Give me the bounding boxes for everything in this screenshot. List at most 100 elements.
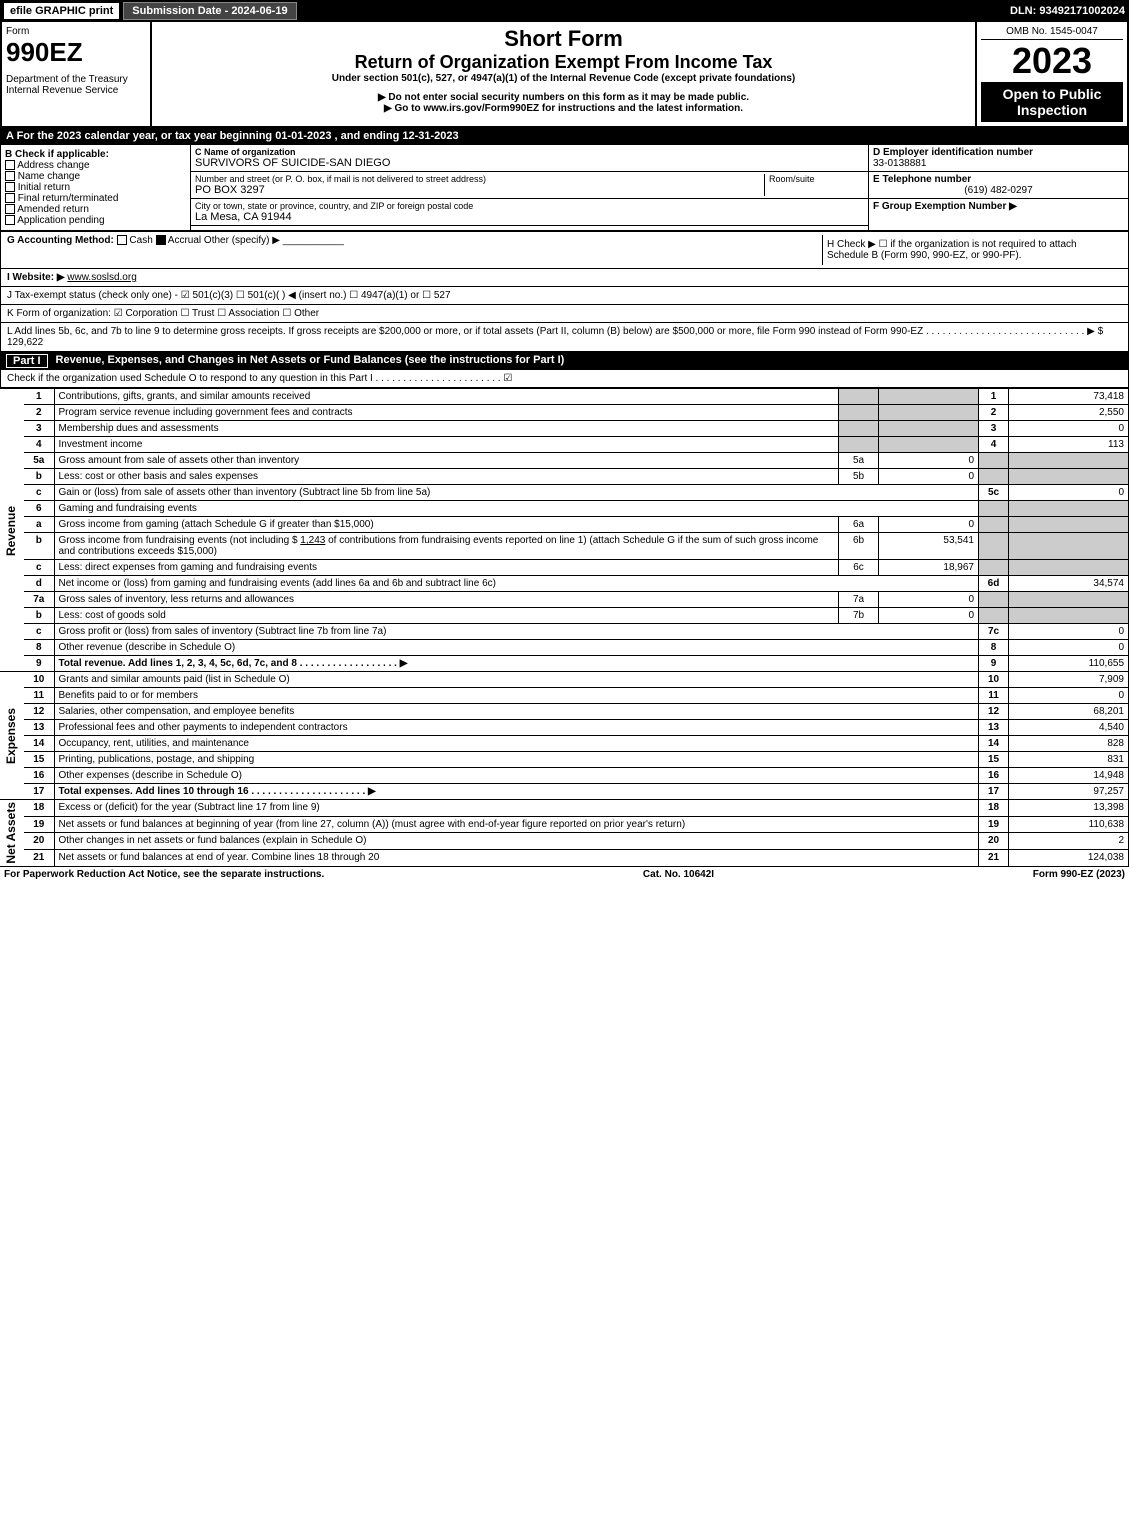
line-17-amt: 97,257 bbox=[1009, 784, 1129, 800]
checkbox-pending[interactable] bbox=[5, 215, 15, 225]
line-13-ref: 13 bbox=[979, 720, 1009, 736]
website-url[interactable]: www.soslsd.org bbox=[67, 272, 136, 283]
line-2-text: Program service revenue including govern… bbox=[54, 405, 839, 421]
under-section: Under section 501(c), 527, or 4947(a)(1)… bbox=[156, 73, 971, 84]
top-bar: efile GRAPHIC print Submission Date - 20… bbox=[0, 0, 1129, 22]
efile-print[interactable]: efile GRAPHIC print bbox=[4, 3, 119, 19]
line-5a-text: Gross amount from sale of assets other t… bbox=[54, 453, 839, 469]
page-footer: For Paperwork Reduction Act Notice, see … bbox=[0, 867, 1129, 882]
line-19-amt: 110,638 bbox=[1009, 816, 1129, 833]
form-header: Form 990EZ Department of the Treasury In… bbox=[0, 22, 1129, 128]
line-21-text: Net assets or fund balances at end of ye… bbox=[54, 849, 979, 866]
line-3-text: Membership dues and assessments bbox=[54, 421, 839, 437]
short-form-title: Short Form bbox=[156, 26, 971, 52]
checkbox-final[interactable] bbox=[5, 193, 15, 203]
line-13-text: Professional fees and other payments to … bbox=[54, 720, 979, 736]
form-organization: K Form of organization: ☑ Corporation ☐ … bbox=[0, 305, 1129, 323]
line-13-amt: 4,540 bbox=[1009, 720, 1129, 736]
line-3-amt: 0 bbox=[1009, 421, 1129, 437]
line-6b-t1: Gross income from fundraising events (no… bbox=[59, 535, 298, 546]
submission-date: Submission Date - 2024-06-19 bbox=[123, 2, 296, 20]
line-2-ref: 2 bbox=[979, 405, 1009, 421]
line-14-amt: 828 bbox=[1009, 736, 1129, 752]
line-5c-text: Gain or (loss) from sale of assets other… bbox=[54, 485, 979, 501]
checkbox-amended[interactable] bbox=[5, 204, 15, 214]
section-h: H Check ▶ ☐ if the organization is not r… bbox=[822, 235, 1122, 265]
line-5b-val: 0 bbox=[879, 469, 979, 485]
line-4-amt: 113 bbox=[1009, 437, 1129, 453]
line-20-text: Other changes in net assets or fund bala… bbox=[54, 833, 979, 850]
goto-note: ▶ Go to www.irs.gov/Form990EZ for instru… bbox=[156, 103, 971, 114]
line-5b-text: Less: cost or other basis and sales expe… bbox=[54, 469, 839, 485]
accounting-label: G Accounting Method: bbox=[7, 235, 114, 246]
line-6b-sub: 6b bbox=[839, 533, 879, 560]
line-7b-text: Less: cost of goods sold bbox=[54, 608, 839, 624]
checkbox-initial[interactable] bbox=[5, 182, 15, 192]
line-6-text: Gaming and fundraising events bbox=[54, 501, 979, 517]
line-1-amt: 73,418 bbox=[1009, 389, 1129, 405]
c-name-label: C Name of organization bbox=[195, 147, 864, 157]
accrual-label: Accrual bbox=[168, 235, 201, 246]
tax-year: 2023 bbox=[981, 40, 1123, 82]
other-label: Other (specify) ▶ bbox=[204, 235, 280, 246]
revenue-vert: Revenue bbox=[0, 389, 24, 672]
cb-pending-label: Application pending bbox=[17, 215, 104, 226]
section-b-title: B Check if applicable: bbox=[5, 149, 186, 160]
line-11-amt: 0 bbox=[1009, 688, 1129, 704]
dln: DLN: 93492171002024 bbox=[1010, 5, 1125, 17]
line-9-text: Total revenue. Add lines 1, 2, 3, 4, 5c,… bbox=[59, 658, 408, 669]
expenses-vert: Expenses bbox=[0, 672, 24, 800]
line-20-amt: 2 bbox=[1009, 833, 1129, 850]
line-10-amt: 7,909 bbox=[1009, 672, 1129, 688]
line-17-text: Total expenses. Add lines 10 through 16 … bbox=[59, 786, 376, 797]
street-label: Number and street (or P. O. box, if mail… bbox=[195, 174, 764, 184]
line-21-amt: 124,038 bbox=[1009, 849, 1129, 866]
open-public: Open to Public Inspection bbox=[981, 82, 1123, 122]
phone: (619) 482-0297 bbox=[873, 185, 1124, 196]
line-7c-text: Gross profit or (loss) from sales of inv… bbox=[54, 624, 979, 640]
street-address: PO BOX 3297 bbox=[195, 184, 764, 196]
line-9-ref: 9 bbox=[979, 656, 1009, 672]
checkbox-accrual[interactable] bbox=[156, 235, 166, 245]
omb-number: OMB No. 1545-0047 bbox=[981, 26, 1123, 40]
line-11-text: Benefits paid to or for members bbox=[54, 688, 979, 704]
part-i-table: Revenue 1Contributions, gifts, grants, a… bbox=[0, 388, 1129, 867]
line-5a-val: 0 bbox=[879, 453, 979, 469]
line-6d-amt: 34,574 bbox=[1009, 576, 1129, 592]
line-7a-sub: 7a bbox=[839, 592, 879, 608]
line-16-text: Other expenses (describe in Schedule O) bbox=[54, 768, 979, 784]
line-7b-sub: 7b bbox=[839, 608, 879, 624]
line-12-ref: 12 bbox=[979, 704, 1009, 720]
city-label: City or town, state or province, country… bbox=[195, 201, 864, 211]
form-number: 990EZ bbox=[6, 37, 146, 68]
line-1-ref: 1 bbox=[979, 389, 1009, 405]
line-10-ref: 10 bbox=[979, 672, 1009, 688]
line-6d-text: Net income or (loss) from gaming and fun… bbox=[54, 576, 979, 592]
checkbox-address[interactable] bbox=[5, 160, 15, 170]
gross-receipts-text: L Add lines 5b, 6c, and 7b to line 9 to … bbox=[7, 326, 1103, 337]
ein: 33-0138881 bbox=[873, 158, 1124, 169]
line-6c-val: 18,967 bbox=[879, 560, 979, 576]
line-15-amt: 831 bbox=[1009, 752, 1129, 768]
room-suite-label: Room/suite bbox=[764, 174, 864, 196]
line-16-amt: 14,948 bbox=[1009, 768, 1129, 784]
line-19-ref: 19 bbox=[979, 816, 1009, 833]
line-7c-amt: 0 bbox=[1009, 624, 1129, 640]
line-5a-sub: 5a bbox=[839, 453, 879, 469]
line-6d-ref: 6d bbox=[979, 576, 1009, 592]
line-6a-val: 0 bbox=[879, 517, 979, 533]
gross-receipts-amount: 129,622 bbox=[7, 337, 43, 348]
line-6c-text: Less: direct expenses from gaming and fu… bbox=[54, 560, 839, 576]
line-9-amt: 110,655 bbox=[1009, 656, 1129, 672]
line-7c-ref: 7c bbox=[979, 624, 1009, 640]
line-15-ref: 15 bbox=[979, 752, 1009, 768]
cb-addr-label: Address change bbox=[17, 160, 89, 171]
line-14-ref: 14 bbox=[979, 736, 1009, 752]
line-5c-amt: 0 bbox=[1009, 485, 1129, 501]
return-title: Return of Organization Exempt From Incom… bbox=[156, 52, 971, 73]
checkbox-name[interactable] bbox=[5, 171, 15, 181]
org-info-section: B Check if applicable: Address change Na… bbox=[0, 144, 1129, 231]
line-5c-ref: 5c bbox=[979, 485, 1009, 501]
tax-exempt-status: J Tax-exempt status (check only one) - ☑… bbox=[0, 287, 1129, 305]
checkbox-cash[interactable] bbox=[117, 235, 127, 245]
